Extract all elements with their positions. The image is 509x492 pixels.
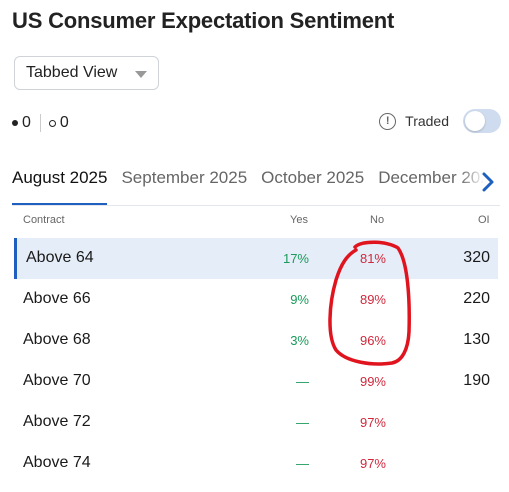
no-price[interactable]: 96% <box>359 333 386 348</box>
traded-label: Traded <box>405 113 449 129</box>
tab-september-2025[interactable]: September 2025 <box>121 168 248 187</box>
contract-name: Above 74 <box>23 454 91 471</box>
tabs-next-button[interactable] <box>460 160 500 204</box>
stat-filled: 0 <box>12 114 31 132</box>
tab-october-2025[interactable]: October 2025 <box>261 168 365 187</box>
page-title: US Consumer Expectation Sentiment <box>12 8 395 33</box>
contract-name: Above 64 <box>26 249 94 266</box>
column-header-yes: Yes <box>290 214 308 226</box>
no-price[interactable]: 89% <box>359 292 386 307</box>
open-interest: 130 <box>463 331 490 348</box>
stat-filled-value: 0 <box>22 114 31 131</box>
table-row[interactable]: Above 70 — 99% 190 <box>14 361 498 402</box>
traded-toggle[interactable] <box>463 109 501 133</box>
no-price[interactable]: 97% <box>359 456 386 471</box>
table-row[interactable]: Above 68 3% 96% 130 <box>14 320 498 361</box>
no-price[interactable]: 97% <box>359 415 386 430</box>
table-row[interactable]: Above 72 — 97% <box>14 402 498 443</box>
stat-empty: 0 <box>48 114 69 132</box>
contract-name: Above 72 <box>23 413 91 430</box>
table-row[interactable]: Above 66 9% 89% 220 <box>14 279 498 320</box>
filled-dot-icon <box>12 120 18 126</box>
contracts-table: Above 64 17% 81% 320 Above 66 9% 89% 220… <box>14 238 498 484</box>
table-row[interactable]: Above 74 — 97% <box>14 443 498 484</box>
contract-name: Above 66 <box>23 290 91 307</box>
chevron-down-icon <box>135 71 147 78</box>
column-header-oi: OI <box>478 214 490 226</box>
contract-name: Above 68 <box>23 331 91 348</box>
traded-filter: ! Traded <box>379 109 501 133</box>
empty-dot-icon <box>48 119 56 127</box>
stat-empty-value: 0 <box>59 114 69 131</box>
yes-price[interactable]: 3% <box>290 333 309 348</box>
stat-divider <box>39 114 41 132</box>
contract-name: Above 70 <box>23 372 91 389</box>
table-header: Contract Yes No OI <box>12 214 500 232</box>
column-header-no: No <box>370 214 385 226</box>
table-row[interactable]: Above 64 17% 81% 320 <box>14 238 498 279</box>
yes-price[interactable]: 17% <box>282 251 309 266</box>
yes-price[interactable]: 9% <box>290 292 309 307</box>
view-dropdown[interactable]: Tabbed View <box>14 56 159 90</box>
chevron-right-icon <box>482 172 494 192</box>
open-interest: 320 <box>463 249 490 266</box>
no-price[interactable]: 81% <box>359 251 386 266</box>
yes-price[interactable]: — <box>296 456 309 471</box>
no-price[interactable]: 99% <box>359 374 386 389</box>
open-interest: 190 <box>463 372 490 389</box>
tab-august-2025[interactable]: August 2025 <box>12 160 108 205</box>
column-header-contract: Contract <box>23 214 65 226</box>
open-interest: 220 <box>463 290 490 307</box>
toggle-knob <box>465 111 485 131</box>
position-stats: 0 0 <box>12 114 69 132</box>
info-icon[interactable]: ! <box>379 112 397 130</box>
month-tabs: August 2025 September 2025 October 2025 … <box>12 160 500 206</box>
yes-price[interactable]: — <box>296 415 309 430</box>
view-dropdown-value: Tabbed View <box>26 64 118 81</box>
yes-price[interactable]: — <box>296 374 309 389</box>
